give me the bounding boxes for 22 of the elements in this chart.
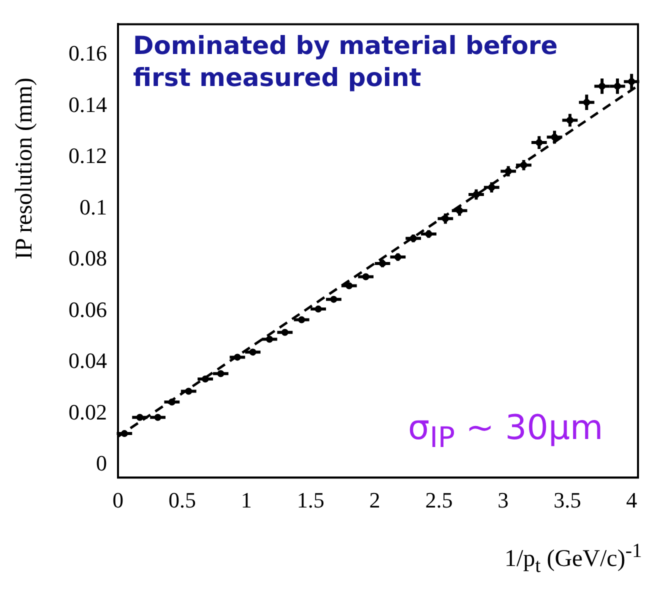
x-tick-label: 0.5 <box>168 488 196 513</box>
x-tick-label: 1 <box>240 488 252 513</box>
y-tick-label: 0.12 <box>68 143 107 168</box>
y-tick-label: 0.06 <box>68 296 107 322</box>
y-axis-title: IP resolution (mm) <box>12 77 38 259</box>
y-tick-label: 0.08 <box>68 246 107 271</box>
y-tick-label: 0 <box>96 450 107 476</box>
x-tick-label: 3 <box>498 488 509 513</box>
x-axis-title: 1/p$_{t}$ (GeV/c)$^{-1}$ <box>504 540 642 578</box>
annotation: Dominated by material before first measured point <box>133 30 559 94</box>
x-tick-label: 3.5 <box>554 488 582 513</box>
x-tick-label: 2.5 <box>425 488 453 513</box>
x-tick-label: 2 <box>369 488 380 513</box>
y-tick-label: 0.04 <box>68 348 107 374</box>
x-tick-label: 0 <box>112 488 124 513</box>
x-tick-label: 1.5 <box>296 488 324 513</box>
y-tick-label: 0.02 <box>68 399 107 424</box>
annotation: σ$_{IP}$ ~ 30µm <box>408 408 604 454</box>
y-tick-label: 0.14 <box>68 92 107 117</box>
y-tick-label: 0.1 <box>80 194 107 220</box>
y-tick-label: 0.16 <box>68 40 107 66</box>
x-tick-label: 4 <box>626 488 638 513</box>
